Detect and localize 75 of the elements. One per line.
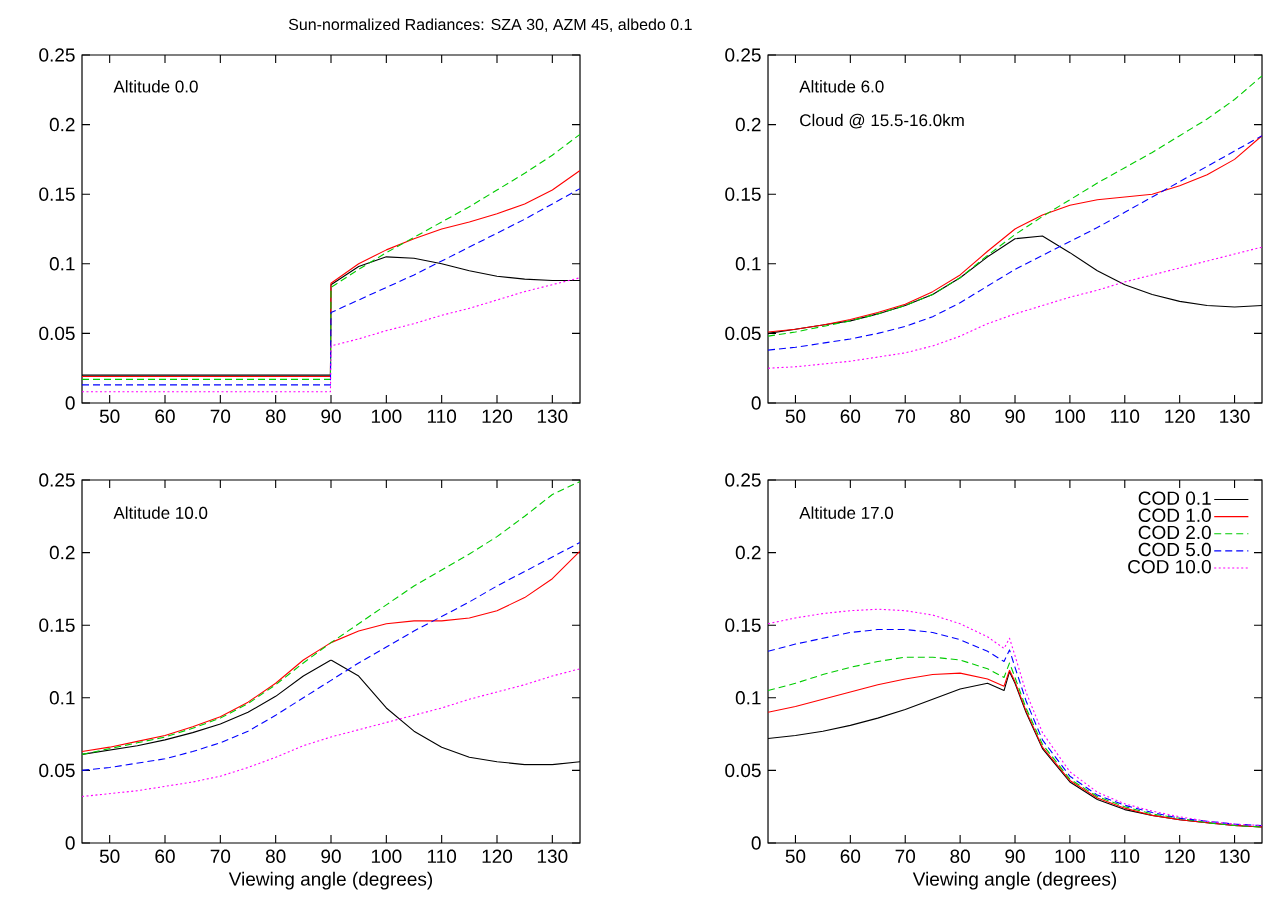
- y-tick-label: 0.25: [725, 48, 761, 62]
- y-tick-label: 0.15: [725, 618, 761, 632]
- x-tick-label: 110: [1111, 409, 1140, 423]
- x-tick-label: 60: [840, 849, 861, 863]
- y-tick-label: 0: [65, 396, 75, 410]
- y-tick-label: 0.15: [39, 618, 75, 632]
- y-tick-label: 0.25: [39, 473, 75, 487]
- legend-label: COD 0.1: [1138, 491, 1211, 505]
- y-tick-label: 0.1: [49, 691, 75, 705]
- y-tick-label: 0: [65, 836, 75, 850]
- legend-label: COD 10.0: [1128, 559, 1211, 574]
- annotation: Altitude 6.0: [799, 80, 884, 93]
- x-tick-label: 120: [1165, 849, 1195, 863]
- x-axis-title: Viewing angle (degrees): [228, 871, 433, 890]
- x-tick-label: 100: [1055, 849, 1085, 863]
- x-tick-label: 70: [895, 409, 916, 423]
- y-tick-label: 0: [751, 836, 761, 850]
- x-tick-label: 90: [1005, 409, 1025, 423]
- x-tick-label: 110: [427, 849, 457, 863]
- x-tick-label: 80: [950, 409, 970, 423]
- x-tick-label: 60: [155, 409, 175, 423]
- annotation: Altitude 0.0: [113, 80, 198, 93]
- x-tick-label: 70: [210, 849, 231, 863]
- x-tick-label: 60: [155, 849, 175, 863]
- legend-label: COD 5.0: [1138, 542, 1211, 557]
- x-tick-label: 70: [895, 849, 916, 863]
- x-tick-label: 80: [265, 409, 286, 423]
- y-tick-label: 0.05: [725, 763, 761, 778]
- annotation: Altitude 10.0: [113, 506, 208, 519]
- x-tick-label: 120: [482, 849, 513, 863]
- annotation: Altitude 17.0: [799, 506, 894, 519]
- line-series: [768, 246, 1263, 369]
- x-tick-label: 50: [99, 849, 120, 863]
- x-tick-label: 90: [321, 409, 341, 423]
- x-tick-label: 130: [537, 849, 568, 863]
- y-tick-label: 0.2: [735, 545, 761, 560]
- y-tick-label: 0.1: [49, 257, 75, 271]
- x-tick-label: 100: [371, 849, 402, 863]
- y-tick-label: 0.1: [735, 257, 761, 271]
- y-tick-label: 0.2: [49, 117, 75, 132]
- x-tick-label: 120: [482, 409, 513, 423]
- y-tick-label: 0.05: [725, 326, 761, 341]
- x-tick-label: 120: [1165, 409, 1195, 423]
- x-tick-label: 110: [427, 409, 457, 423]
- x-tick-label: 70: [210, 409, 231, 423]
- x-tick-label: 130: [1220, 849, 1250, 863]
- legend-label: COD 2.0: [1138, 525, 1211, 540]
- x-tick-label: 80: [265, 849, 286, 863]
- x-tick-label: 100: [1055, 409, 1085, 423]
- y-tick-label: 0.2: [735, 117, 761, 132]
- y-tick-label: 0.25: [725, 473, 761, 487]
- x-tick-label: 90: [1005, 849, 1025, 863]
- annotation: Cloud @ 15.5-16.0km: [800, 113, 964, 129]
- y-tick-label: 0.25: [39, 48, 75, 62]
- y-tick-label: 0.15: [39, 187, 75, 201]
- y-tick-label: 0: [751, 396, 761, 410]
- y-tick-label: 0.15: [725, 187, 761, 201]
- x-tick-label: 80: [950, 849, 970, 863]
- x-tick-label: 130: [537, 409, 568, 423]
- x-tick-label: 50: [785, 409, 806, 423]
- x-tick-label: 50: [785, 849, 806, 863]
- line-series: [768, 75, 1263, 337]
- x-tick-label: 100: [371, 409, 402, 423]
- y-tick-label: 0.2: [49, 545, 75, 560]
- x-axis-title: Viewing angle (degrees): [912, 871, 1117, 890]
- y-tick-label: 0.05: [39, 763, 75, 778]
- x-tick-label: 110: [1111, 849, 1140, 863]
- legend-label: COD 1.0: [1138, 508, 1211, 523]
- chart-title: Sun-normalized Radiances: SZA 30, AZM 45, albedo 0.1: [288, 18, 692, 33]
- x-tick-label: 130: [1220, 409, 1250, 423]
- y-tick-label: 0.05: [39, 326, 75, 341]
- x-tick-label: 90: [321, 849, 341, 863]
- x-tick-label: 50: [99, 409, 120, 423]
- x-tick-label: 60: [840, 409, 861, 423]
- y-tick-label: 0.1: [735, 691, 761, 705]
